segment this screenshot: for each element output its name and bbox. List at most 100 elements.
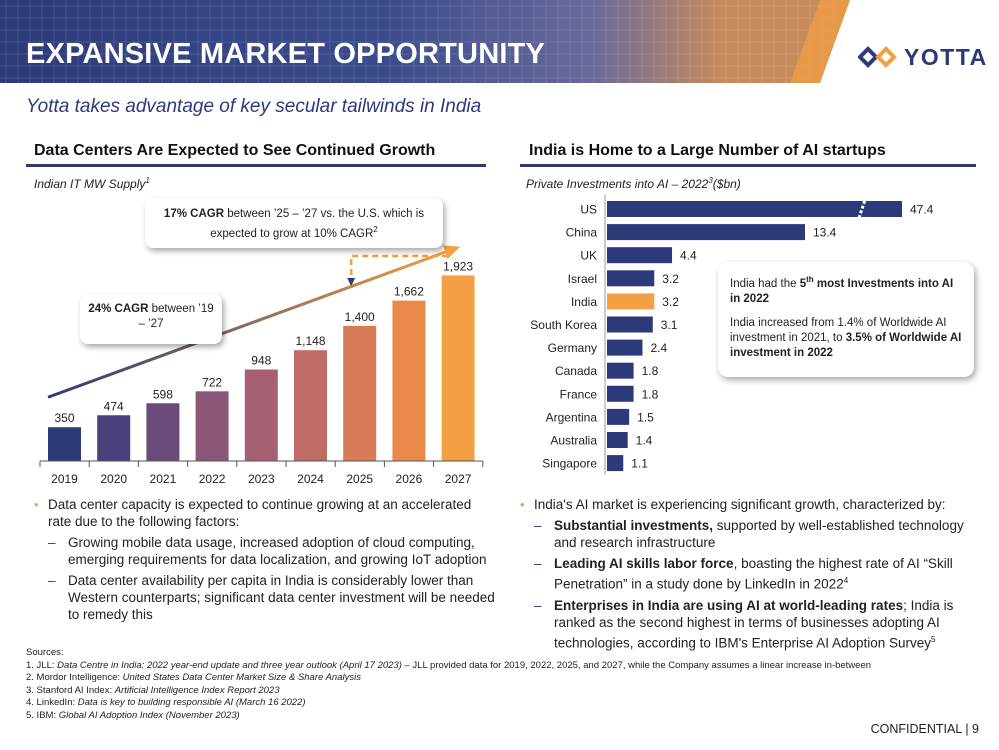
x-tick-label: 2021 (150, 472, 177, 486)
bar-value-label: 350 (54, 411, 74, 425)
source-item: 5. IBM: Global AI Adoption Index (Novemb… (26, 709, 240, 721)
y-tick-label: Argentina (546, 410, 598, 424)
callout-paragraph-2: India increased from 1.4% of Worldwide A… (730, 316, 962, 359)
cagr-17-callout: 17% CAGR between ’25 – ’27 vs. the U.S. … (145, 198, 443, 248)
right-section-rule (520, 164, 976, 167)
bar-2021 (146, 403, 180, 461)
logo-text: YOTTA (904, 43, 988, 70)
bar-china (607, 224, 805, 241)
bar-value-label: 1.5 (637, 410, 654, 424)
x-tick-label: 2027 (445, 472, 472, 486)
yotta-logo: YOTTA (858, 41, 988, 73)
ai-investment-bar-chart: US 47.4 China 13.4 UK 4.4 Israel 3.2 India 3.2 Sou… (530, 195, 934, 475)
bar-value-label: 948 (251, 354, 271, 368)
cagr-24-callout: 24% CAGR between ’19 – ’27 (80, 294, 222, 344)
left-chart-subtitle: Indian IT MW Supply1 (34, 176, 150, 191)
bar-value-label: 1,400 (345, 310, 375, 324)
page-title: EXPANSIVE MARKET OPPORTUNITY (26, 38, 546, 70)
india-ai-callout: India had the 5th most Investments into … (718, 262, 974, 377)
callout-paragraph-1: India had the 5th most Investments into … (730, 275, 954, 305)
bullet-item: India's AI market is experiencing signif… (516, 496, 976, 513)
bar-value-label: 598 (153, 387, 173, 401)
bar-germany (607, 339, 643, 356)
bar-value-label: 1,923 (443, 259, 473, 273)
bar-2027 (441, 275, 475, 461)
page-subtitle: Yotta takes advantage of key secular tai… (26, 96, 482, 117)
left-bullet-list: Data center capacity is expected to cont… (30, 496, 498, 627)
x-tick-label: 2019 (51, 472, 78, 486)
sources-footnotes: Sources: 1. JLL: Data Centre in India: 2… (26, 647, 976, 722)
right-section-title: India is Home to a Large Number of AI st… (529, 142, 886, 159)
header-banner: EXPANSIVE MARKET OPPORTUNITY YOTTA (0, 0, 999, 83)
y-tick-label: US (580, 203, 597, 217)
bar-uk (607, 247, 673, 264)
bullet-item: Growing mobile data usage, increased ado… (30, 534, 498, 568)
y-tick-label: Australia (550, 434, 597, 448)
bar-value-label: 2.4 (650, 341, 667, 355)
bar-argentina (607, 408, 630, 425)
bar-value-label: 1,662 (394, 285, 424, 299)
confidential-page-number: CONFIDENTIAL | 9 (870, 722, 979, 736)
sources-label: Sources: (26, 647, 64, 658)
callout-connector (349, 254, 450, 285)
bar-value-label: 474 (104, 399, 124, 413)
bar-us (607, 201, 902, 217)
bar-value-label: 1,148 (295, 334, 325, 348)
left-section-rule (26, 164, 486, 167)
bar-value-label: 1.1 (631, 457, 648, 471)
y-tick-label: Israel (568, 272, 597, 286)
bar-2024 (294, 350, 327, 461)
source-item: 1. JLL: Data Centre in India: 2022 year-… (26, 659, 872, 671)
x-tick-label: 2022 (199, 472, 226, 486)
bar-2020 (97, 415, 131, 461)
x-tick-label: 2026 (396, 472, 423, 486)
axis-break-mark (857, 199, 867, 219)
bullet-item: Data center availability per capita in I… (30, 572, 498, 623)
bar-2019 (48, 427, 81, 461)
connector-arrow-head (347, 278, 356, 286)
bar-2022 (195, 391, 229, 461)
y-tick-label: Singapore (542, 457, 597, 471)
y-tick-label: Canada (555, 364, 597, 378)
bar-canada (607, 362, 634, 379)
bar-france (607, 385, 634, 402)
y-tick-label: UK (580, 249, 597, 263)
bar-india (607, 293, 655, 310)
x-tick-label: 2020 (100, 472, 127, 486)
source-item: 4. LinkedIn: Data is key to building res… (26, 697, 306, 708)
cagr-trend-arrow (47, 246, 458, 399)
header-background (0, 0, 850, 83)
bar-value-label: 1.8 (642, 387, 659, 401)
bar-value-label: 3.1 (661, 318, 678, 332)
y-tick-label: India (571, 295, 597, 309)
y-tick-label: China (566, 226, 598, 240)
yotta-logo-icon (858, 46, 897, 68)
bar-south-korea (607, 316, 653, 333)
bullet-item: Data center capacity is expected to cont… (30, 496, 498, 530)
y-tick-label: Germany (548, 341, 597, 355)
bar-israel (607, 270, 655, 287)
bar-2025 (343, 325, 377, 461)
right-bullet-list: India's AI market is experiencing signif… (516, 496, 976, 655)
bullet-item: Substantial investments, supported by we… (516, 517, 976, 551)
bullet-item: Enterprises in India are using AI at wor… (516, 597, 976, 652)
source-item: 3. Stanford AI Index: Artificial Intelli… (26, 684, 280, 696)
y-tick-label: South Korea (530, 318, 597, 332)
bar-singapore (607, 455, 624, 472)
bar-value-label: 4.4 (680, 249, 697, 263)
bar-2026 (392, 300, 426, 461)
bar-australia (607, 432, 628, 448)
bar-value-label: 3.2 (662, 272, 679, 286)
x-tick-label: 2025 (346, 472, 373, 486)
bar-value-label: 722 (202, 375, 222, 389)
bar-value-label: 3.2 (662, 295, 679, 309)
bar-value-label: 47.4 (910, 203, 934, 217)
y-tick-label: France (560, 387, 598, 401)
source-item: 2. Mordor Intelligence: United States Da… (26, 672, 361, 683)
left-section-title: Data Centers Are Expected to See Continu… (34, 142, 436, 159)
bar-value-label: 13.4 (813, 226, 837, 240)
bar-value-label: 1.4 (636, 434, 653, 448)
bar-value-label: 1.8 (642, 364, 659, 378)
x-tick-label: 2024 (297, 472, 324, 486)
bar-2023 (244, 369, 278, 461)
